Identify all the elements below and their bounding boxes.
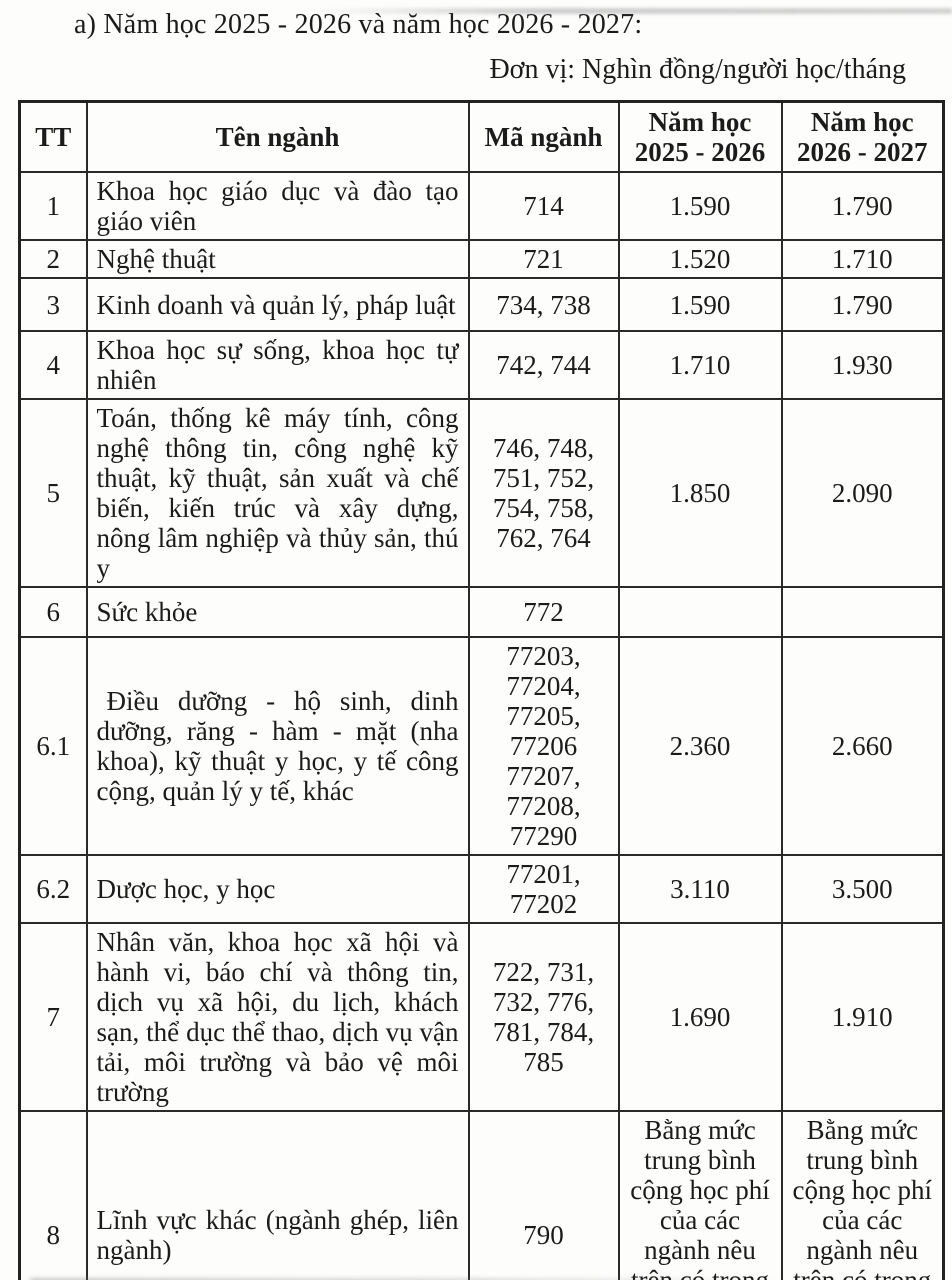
cell-name: Nhân văn, khoa học xã hội và hành vi, bá… bbox=[85, 922, 470, 1112]
cell-code: 742, 744 bbox=[467, 330, 620, 400]
cell-fee-2025-2026: 2.360 bbox=[617, 636, 783, 856]
scan-artifact-bottom bbox=[30, 1278, 790, 1280]
cell-tt: 3 bbox=[18, 277, 88, 332]
cell-tt: 6 bbox=[18, 586, 88, 638]
cell-tt: 4 bbox=[18, 330, 88, 400]
cell-code: 734, 738 bbox=[467, 277, 620, 332]
table-row: 6.1 Điều dưỡng - hộ sinh, dinh dưỡng, ră… bbox=[18, 636, 945, 856]
cell-tt: 2 bbox=[18, 239, 88, 279]
cell-name: Nghệ thuật bbox=[85, 239, 470, 279]
cell-fee-2026-2027: Bằng mức trung bình cộng học phí của các… bbox=[780, 1110, 945, 1280]
cell-fee-2026-2027: 1.910 bbox=[780, 922, 945, 1112]
cell-tt: 1 bbox=[18, 171, 88, 241]
cell-fee-2026-2027: 2.660 bbox=[780, 636, 945, 856]
cell-name: Sức khỏe bbox=[85, 586, 470, 638]
unit-note: Đơn vị: Nghìn đồng/người học/tháng bbox=[489, 54, 906, 85]
cell-fee-2025-2026: 1.690 bbox=[617, 922, 783, 1112]
table-row: 6 Sức khỏe 772 bbox=[18, 586, 945, 638]
cell-code: 721 bbox=[467, 239, 620, 279]
column-header-year-2026-2027: Năm học 2026 - 2027 bbox=[780, 100, 945, 173]
cell-tt: 8 bbox=[18, 1110, 88, 1280]
table-row: 4 Khoa học sự sống, khoa học tự nhiên 74… bbox=[18, 330, 945, 400]
cell-fee-2025-2026 bbox=[617, 586, 783, 638]
cell-code: 746, 748, 751, 752, 754, 758, 762, 764 bbox=[467, 398, 620, 588]
cell-name: Kinh doanh và quản lý, pháp luật bbox=[85, 277, 470, 332]
cell-code: 77203, 77204, 77205, 77206 77207, 77208,… bbox=[467, 636, 620, 856]
cell-fee-2026-2027: 1.930 bbox=[780, 330, 945, 400]
cell-tt: 6.1 bbox=[18, 636, 88, 856]
cell-name: Dược học, y học bbox=[85, 854, 470, 924]
cell-fee-2025-2026: 1.590 bbox=[617, 171, 783, 241]
table-row: 5 Toán, thống kê máy tính, công nghệ thô… bbox=[18, 398, 945, 588]
cell-fee-2025-2026: 1.850 bbox=[617, 398, 783, 588]
cell-tt: 7 bbox=[18, 922, 88, 1112]
column-header-code: Mã ngành bbox=[467, 100, 620, 173]
tuition-fee-table: TT Tên ngành Mã ngành Năm học 2025 - 202… bbox=[18, 100, 945, 1280]
cell-tt: 5 bbox=[18, 398, 88, 588]
cell-code: 772 bbox=[467, 586, 620, 638]
cell-name: Toán, thống kê máy tính, công nghệ thông… bbox=[85, 398, 470, 588]
scan-artifact-top bbox=[312, 8, 952, 14]
cell-fee-2026-2027: 3.500 bbox=[780, 854, 945, 924]
column-header-tt: TT bbox=[18, 100, 88, 173]
cell-fee-2025-2026: 1.590 bbox=[617, 277, 783, 332]
cell-fee-2025-2026: 3.110 bbox=[617, 854, 783, 924]
column-header-name: Tên ngành bbox=[85, 100, 470, 173]
table-row: 2 Nghệ thuật 721 1.520 1.710 bbox=[18, 239, 945, 279]
table-row: 1 Khoa học giáo dục và đào tạo giáo viên… bbox=[18, 171, 945, 241]
cell-name: Điều dưỡng - hộ sinh, dinh dưỡng, răng -… bbox=[85, 636, 470, 856]
cell-fee-2025-2026: Bằng mức trung bình cộng học phí của các… bbox=[617, 1110, 783, 1280]
cell-fee-2026-2027: 1.790 bbox=[780, 277, 945, 332]
cell-name: Lĩnh vực khác (ngành ghép, liên ngành) bbox=[85, 1110, 470, 1280]
cell-fee-2025-2026: 1.520 bbox=[617, 239, 783, 279]
cell-name: Khoa học sự sống, khoa học tự nhiên bbox=[85, 330, 470, 400]
cell-fee-2026-2027: 1.790 bbox=[780, 171, 945, 241]
cell-name: Khoa học giáo dục và đào tạo giáo viên bbox=[85, 171, 470, 241]
cell-tt: 6.2 bbox=[18, 854, 88, 924]
cell-code: 714 bbox=[467, 171, 620, 241]
table-row: 7 Nhân văn, khoa học xã hội và hành vi, … bbox=[18, 922, 945, 1112]
table-row: 8 Lĩnh vực khác (ngành ghép, liên ngành)… bbox=[18, 1110, 945, 1280]
cell-fee-2026-2027 bbox=[780, 586, 945, 638]
table-row: 3 Kinh doanh và quản lý, pháp luật 734, … bbox=[18, 277, 945, 332]
cell-fee-2026-2027: 2.090 bbox=[780, 398, 945, 588]
cell-fee-2025-2026: 1.710 bbox=[617, 330, 783, 400]
cell-code: 77201, 77202 bbox=[467, 854, 620, 924]
cell-fee-2026-2027: 1.710 bbox=[780, 239, 945, 279]
section-heading: a) Năm học 2025 - 2026 và năm học 2026 -… bbox=[74, 9, 643, 40]
cell-code: 722, 731, 732, 776, 781, 784, 785 bbox=[467, 922, 620, 1112]
column-header-year-2025-2026: Năm học 2025 - 2026 bbox=[617, 100, 783, 173]
document-page: a) Năm học 2025 - 2026 và năm học 2026 -… bbox=[0, 8, 952, 1280]
table-header-row: TT Tên ngành Mã ngành Năm học 2025 - 202… bbox=[18, 100, 945, 173]
table-row: 6.2 Dược học, y học 77201, 77202 3.110 3… bbox=[18, 854, 945, 924]
cell-code: 790 bbox=[467, 1110, 620, 1280]
